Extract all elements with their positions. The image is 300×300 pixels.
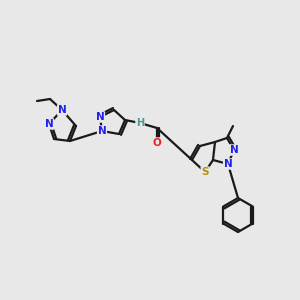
Text: H: H [136,118,144,128]
Text: O: O [153,138,161,148]
Text: N: N [96,112,104,122]
Text: N: N [98,126,106,136]
Text: N: N [230,145,238,155]
Text: N: N [224,159,232,169]
Text: N: N [45,119,53,129]
Text: S: S [201,167,209,177]
Text: N: N [58,105,66,115]
